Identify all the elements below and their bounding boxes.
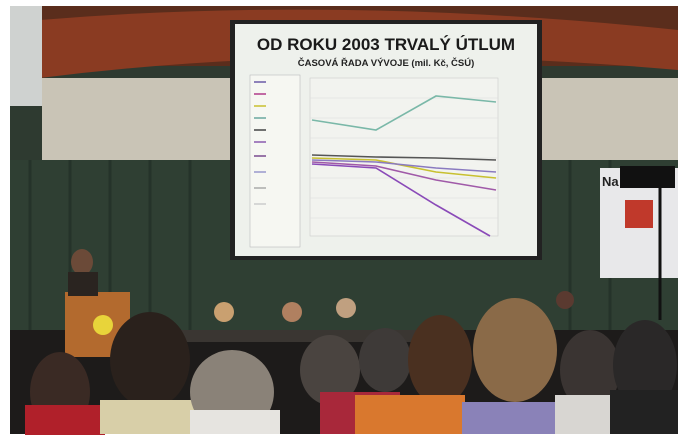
panelist <box>556 291 574 309</box>
projector <box>620 166 675 188</box>
vent <box>10 6 42 106</box>
slide-legend <box>250 75 300 247</box>
panelist <box>282 302 302 322</box>
panelist <box>336 298 356 318</box>
speaker-body <box>68 272 98 296</box>
slide-title: OD ROKU 2003 TRVALÝ ÚTLUM <box>257 35 515 54</box>
banner-logo <box>625 200 653 228</box>
scene: OD ROKU 2003 TRVALÝ ÚTLUM ČASOVÁ ŘADA VÝ… <box>10 6 678 435</box>
banner-text: Na <box>602 174 619 189</box>
speaker-head <box>71 249 93 275</box>
page: OD ROKU 2003 TRVALÝ ÚTLUM ČASOVÁ ŘADA VÝ… <box>0 0 686 440</box>
slide-subtitle: ČASOVÁ ŘADA VÝVOJE (mil. Kč, ČSÚ) <box>298 57 474 69</box>
flowers <box>93 315 113 335</box>
panelist <box>214 302 234 322</box>
photo: OD ROKU 2003 TRVALÝ ÚTLUM ČASOVÁ ŘADA VÝ… <box>0 0 686 440</box>
